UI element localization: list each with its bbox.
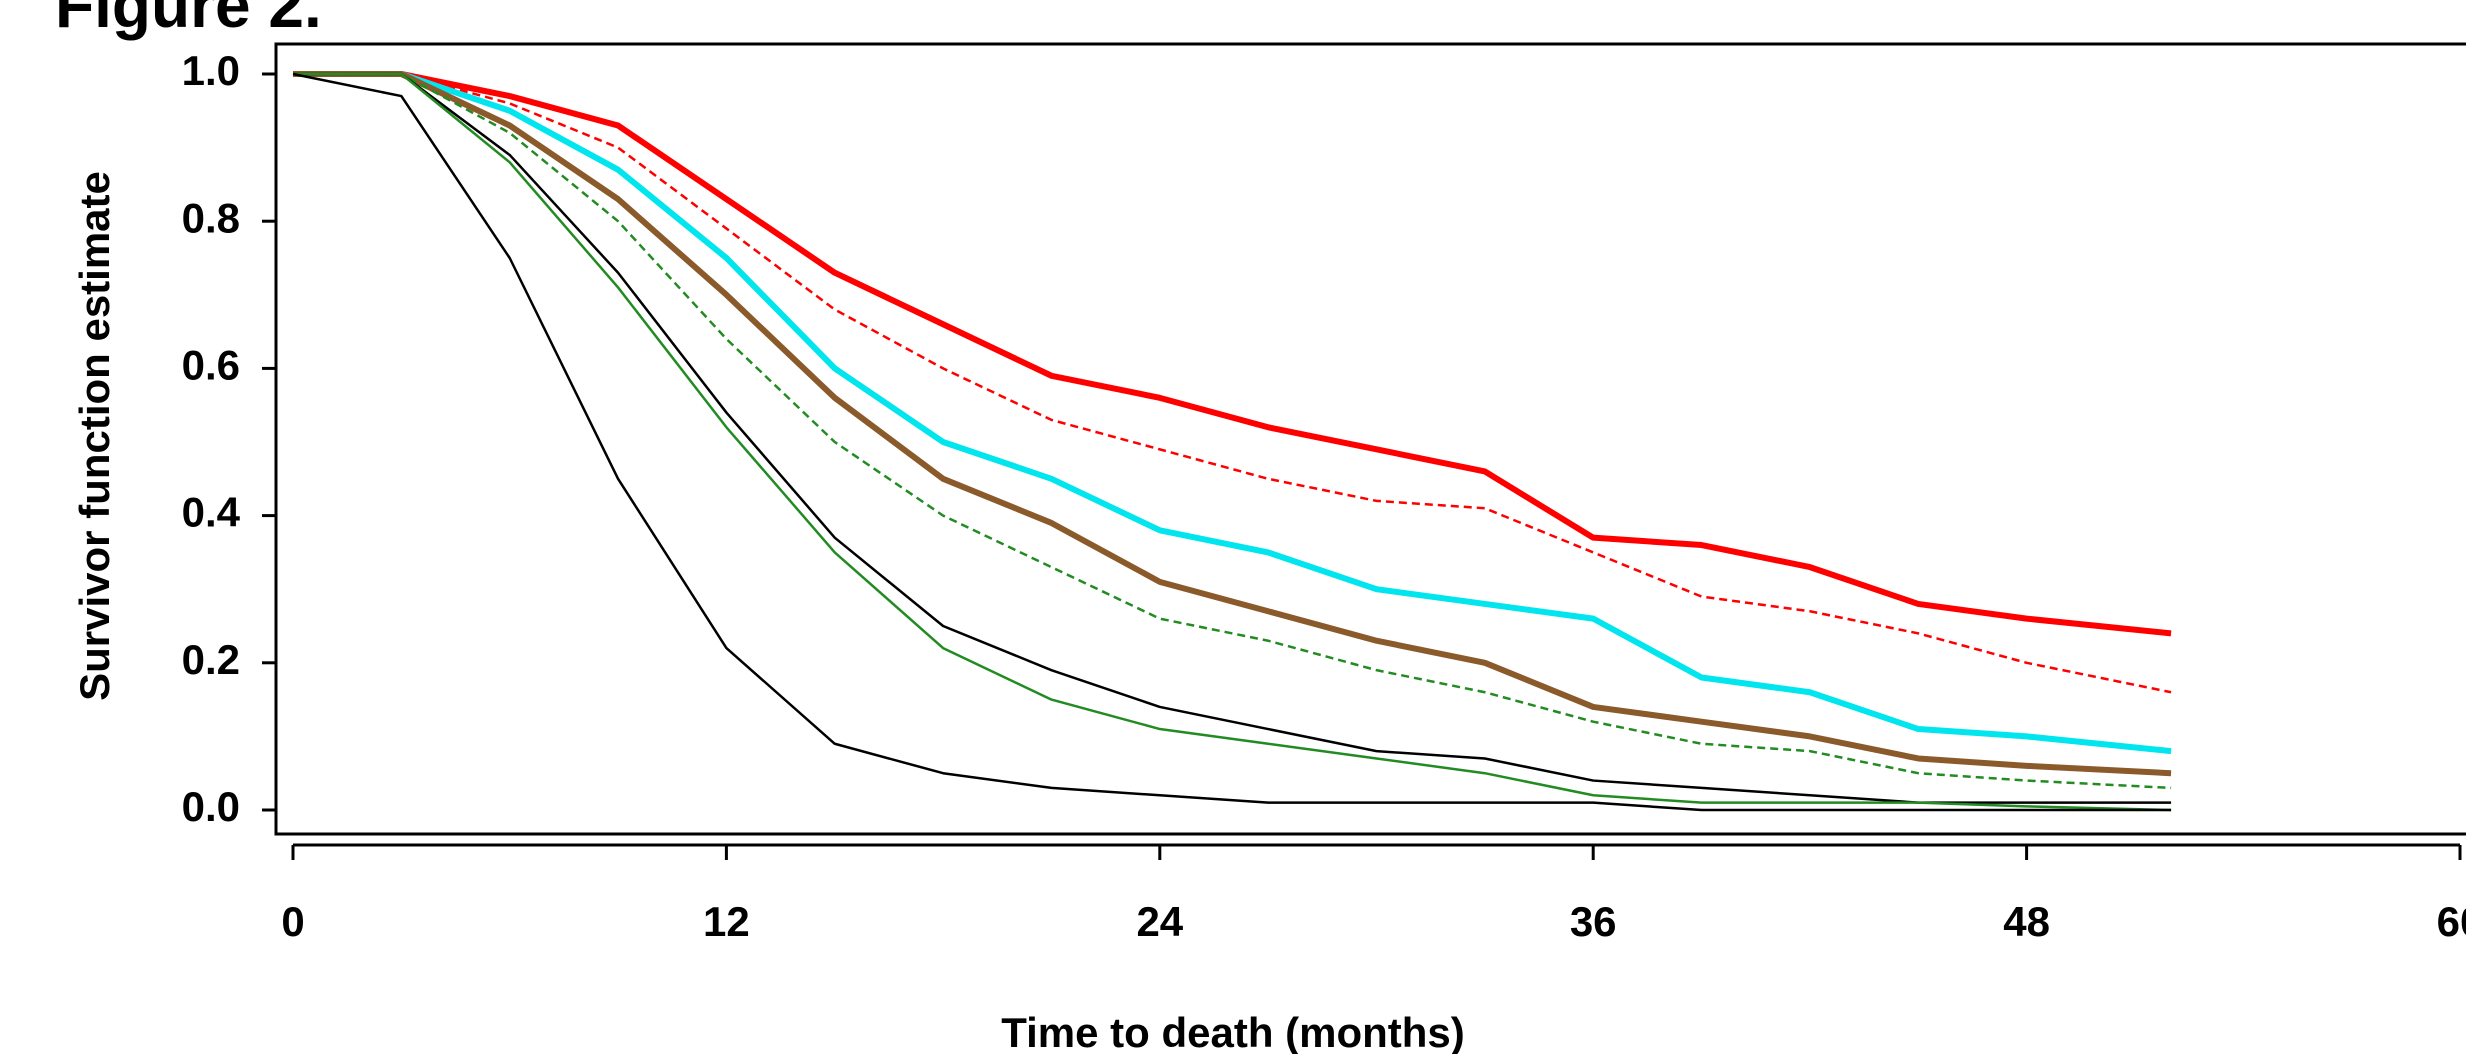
y-tick-label: 0.8 <box>182 194 240 241</box>
x-tick-label: 24 <box>1136 898 1183 945</box>
y-tick-label: 0.6 <box>182 341 240 388</box>
survival-curve <box>293 72 2172 804</box>
plot-frame <box>274 42 2466 836</box>
survival-curve <box>293 72 2172 812</box>
survival-curve <box>293 72 2172 790</box>
x-axis-label: Time to death (months) <box>1001 1009 1465 1054</box>
y-tick-label: 0.2 <box>182 636 240 683</box>
y-axis-label: Survivor function estimate <box>71 171 118 701</box>
chart-title: Figure 2. <box>55 0 322 41</box>
y-tick-label: 1.0 <box>182 47 240 94</box>
x-tick-label: 12 <box>703 898 750 945</box>
survival-curve <box>293 71 2172 755</box>
y-tick-label: 0.0 <box>182 783 240 830</box>
x-tick-label: 36 <box>1570 898 1617 945</box>
x-tick-label: 60 <box>2437 898 2466 945</box>
survival-curve <box>292 72 2172 812</box>
x-tick-label: 0 <box>281 898 304 945</box>
survival-curve <box>293 72 2172 694</box>
y-tick-label: 0.4 <box>182 489 241 536</box>
x-tick-label: 48 <box>2003 898 2050 945</box>
survival-curve <box>293 71 2172 637</box>
survival-curve <box>293 71 2172 777</box>
